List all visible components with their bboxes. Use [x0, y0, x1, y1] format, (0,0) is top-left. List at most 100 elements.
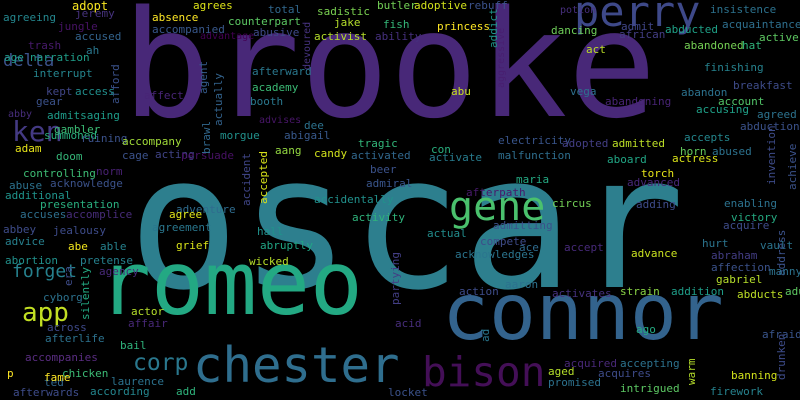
word-summoned: summoned	[44, 129, 97, 142]
word-con: con	[431, 143, 451, 156]
word-admiral: admiral	[366, 177, 413, 190]
word-aboard: aboard	[607, 153, 647, 166]
word-victory: victory	[731, 211, 778, 224]
word-delta: delta	[3, 51, 55, 71]
word-agent: agent	[197, 60, 210, 94]
word-able: able	[100, 240, 127, 253]
word-dancing: dancing	[551, 24, 598, 37]
word-maria: maria	[516, 173, 550, 186]
word-persuade: persuade	[181, 149, 234, 162]
word-ad: ad	[479, 328, 492, 342]
word-app: app	[22, 298, 69, 328]
word-accepts: accepts	[684, 131, 731, 144]
word-hat: hat	[742, 39, 762, 52]
word-aged: aged	[548, 365, 575, 378]
word-jealousy: jealousy	[53, 224, 106, 237]
word-age: age	[4, 51, 24, 64]
word-firework: firework	[710, 385, 763, 398]
word-gear: gear	[36, 95, 63, 108]
word-abigail: abigail	[284, 129, 331, 142]
word-ah: ah	[86, 44, 100, 57]
word-oscar: oscar	[128, 115, 685, 331]
word-abuse: abuse	[9, 179, 43, 192]
word-jake: jake	[334, 16, 361, 29]
word-horn: horn	[680, 145, 707, 158]
word-adoptive: adoptive	[414, 0, 467, 12]
word-abortion: abortion	[5, 254, 58, 267]
word-advance: advance	[631, 247, 678, 260]
word-finishing: finishing	[704, 61, 764, 74]
word-interrupt: interrupt	[33, 67, 93, 80]
word-agreement: agreement	[152, 221, 212, 234]
word-activated: activated	[351, 149, 411, 162]
word-brooke: brooke	[122, 0, 657, 151]
word-butler: butler	[377, 0, 417, 12]
word-grief: grief	[176, 239, 210, 252]
word-acquaintance: acquaintance	[722, 18, 800, 31]
word-affect: affect	[144, 89, 184, 102]
word-p: p	[7, 367, 14, 380]
word-abandoned: abandoned	[684, 39, 744, 52]
word-morgue: morgue	[220, 129, 260, 142]
word-chester: chester	[193, 337, 400, 394]
word-acting: acting	[155, 148, 195, 161]
word-active: active	[759, 31, 799, 44]
word-accused: accused	[75, 30, 122, 43]
word-torch: torch	[641, 167, 675, 180]
word-adam: adam	[15, 142, 42, 155]
word-advantage: advantage	[200, 31, 255, 42]
word-accompany: accompany	[122, 135, 182, 148]
word-addition: addition	[671, 285, 724, 298]
word-candy: candy	[314, 147, 348, 160]
word-potion: potion	[560, 5, 597, 16]
word-action: action	[459, 285, 499, 298]
word-intrigued: intrigued	[620, 382, 680, 395]
word-act: act	[586, 43, 606, 56]
word-afterwards: afterwards	[13, 386, 80, 399]
word-account: account	[718, 95, 765, 108]
word-aang: aang	[275, 144, 302, 157]
word-actual: actual	[427, 227, 467, 240]
word-acquires: acquires	[598, 367, 651, 380]
word-norm: norm	[96, 165, 123, 178]
word-chicken: chicken	[62, 367, 109, 380]
word-fame: fame	[44, 371, 71, 384]
word-devoured: devoured	[302, 21, 313, 70]
word-abducted: abducted	[665, 23, 718, 36]
word-narration: narration	[30, 51, 90, 64]
word-acquire: acquire	[723, 219, 770, 232]
word-gambler: gambler	[54, 123, 101, 136]
word-absence: absence	[152, 11, 199, 24]
word-invention: invention	[765, 125, 778, 185]
word-jeremy: jeremy	[75, 7, 115, 20]
word-abraham: abraham	[711, 249, 758, 262]
word-circus: circus	[552, 197, 592, 210]
word-romeo: romeo	[98, 232, 363, 335]
word-activate: activate	[429, 151, 482, 164]
word-insistence: insistence	[710, 3, 777, 16]
word-actually: actually	[212, 73, 225, 126]
word-banning: banning	[731, 369, 778, 382]
word-cage: cage	[122, 149, 149, 162]
word-drunken: drunken	[775, 333, 788, 380]
word-abu: abu	[451, 85, 471, 98]
word-fish: fish	[383, 18, 410, 31]
word-manny: manny	[769, 265, 800, 278]
word-gabriel: gabriel	[716, 273, 763, 286]
word-admitted: admitted	[612, 137, 665, 150]
word-ken: ken	[12, 115, 63, 148]
word-according: according	[90, 385, 150, 398]
word-achieve: achieve	[786, 143, 799, 190]
word-ace: ace	[519, 241, 539, 254]
word-adopted: adopted	[562, 137, 609, 150]
word-afterward: afterward	[252, 65, 312, 78]
word-corp: corp	[133, 350, 189, 376]
word-abandoning: abandoning	[605, 95, 672, 108]
word-jungle: jungle	[58, 20, 98, 33]
word-accuses: accuses	[20, 208, 67, 221]
word-actor: actor	[131, 305, 165, 318]
word-doom: doom	[56, 150, 83, 163]
word-accomplice: accomplice	[66, 208, 133, 221]
word-malfunction: malfunction	[498, 149, 571, 162]
